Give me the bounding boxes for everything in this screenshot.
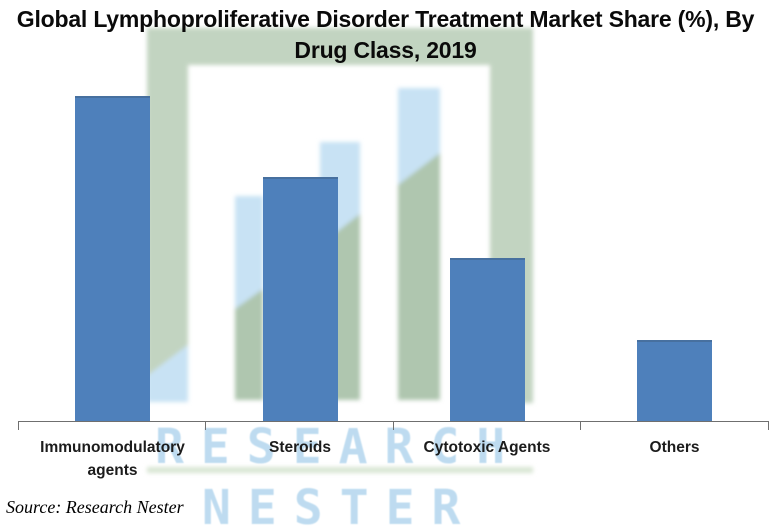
bar-others [637,340,712,421]
x-axis-label-immunomodulatory-agents: Immunomodulatory agents [40,439,185,479]
x-axis-label-cytotoxic-agents: Cytotoxic Agents [423,439,551,456]
watermark-text-nester: NESTER [202,480,478,528]
x-axis-label-others: Others [649,439,700,456]
chart-title: Global Lymphoproliferative Disorder Trea… [16,6,755,63]
x-axis-tick-3 [580,421,581,430]
x-axis-tick-4 [767,421,769,430]
watermark-text-research: RESEARCH [155,419,523,475]
bar-cytotoxic-agents [449,258,525,421]
bar-steroids [262,177,338,421]
source-note: Source: Research Nester [6,497,184,517]
x-axis-tick-0 [17,421,19,430]
x-axis-label-steroids: Steroids [268,439,331,456]
bar-immunomodulatory-agents [75,96,150,421]
x-axis-tick-1 [205,421,206,430]
x-axis-tick-2 [392,421,394,430]
